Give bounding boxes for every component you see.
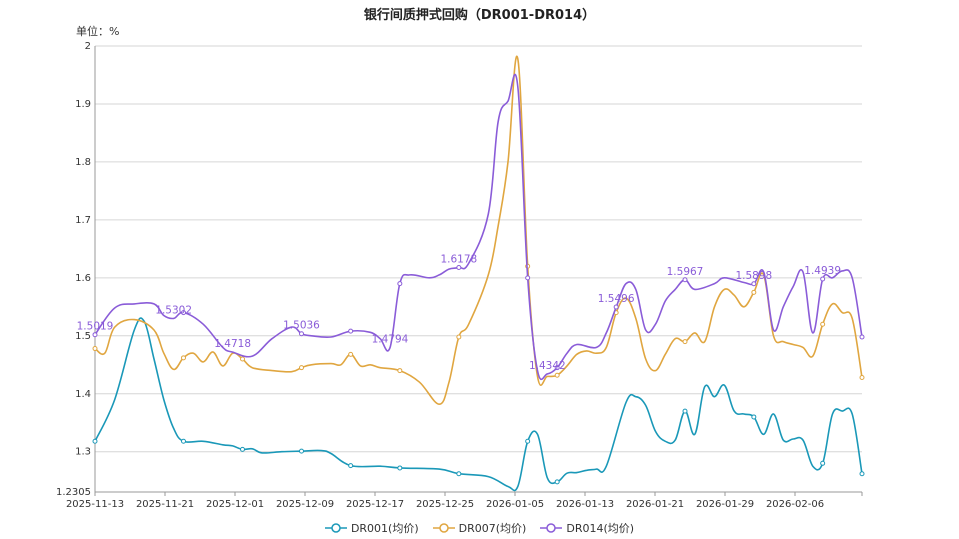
legend-label: DR014(均价) [566, 522, 635, 535]
data-point [92, 332, 98, 338]
legend: DR001(均价) DR007(均价) DR014(均价) [0, 520, 959, 536]
data-point [240, 446, 245, 452]
data-point [751, 289, 757, 295]
x-tick-label: 2026-01-13 [556, 499, 614, 510]
data-point [348, 328, 354, 334]
data-point [456, 471, 462, 477]
y-tick-label: 1.6 [75, 273, 91, 284]
legend-marker-icon [540, 523, 563, 533]
y-tick-label: 1.7 [75, 215, 91, 226]
data-point [456, 265, 462, 271]
data-label: 1.6178 [440, 254, 477, 266]
x-tick-label: 2025-12-09 [276, 499, 334, 510]
y-tick-label: 1.8 [75, 157, 91, 168]
x-tick-label: 2025-12-01 [206, 499, 264, 510]
data-label: 1.4794 [372, 334, 409, 346]
data-point [682, 408, 688, 414]
data-point [751, 281, 757, 287]
data-label: 1.5967 [667, 266, 704, 278]
y-tick-label: 1.9 [75, 99, 91, 110]
x-tick-label: 2026-01-29 [696, 499, 754, 510]
data-point [751, 414, 757, 420]
y-tick-label: 1.2305 [56, 487, 91, 498]
data-point [456, 334, 462, 340]
data-label: 1.5036 [283, 320, 320, 332]
legend-item-dr007[interactable]: DR007(均价) [432, 520, 527, 536]
data-point [682, 277, 688, 283]
data-point [397, 465, 403, 471]
x-tick-label: 2026-01-21 [626, 499, 684, 510]
data-label: 1.4342 [529, 360, 566, 372]
data-point [348, 351, 354, 357]
data-point [859, 375, 865, 381]
series-line-0 [94, 317, 863, 492]
legend-marker-icon [324, 523, 347, 533]
data-point [299, 448, 304, 454]
data-point [525, 275, 531, 281]
legend-label: DR001(均价) [350, 522, 419, 535]
data-point [348, 463, 354, 469]
data-point [181, 438, 186, 444]
x-tick-label: 2025-11-21 [136, 499, 194, 510]
data-point [525, 438, 531, 444]
data-point [92, 346, 98, 352]
x-tick-label: 2025-12-25 [416, 499, 474, 510]
y-tick-label: 2 [85, 41, 91, 52]
data-point [240, 356, 245, 362]
y-tick-label: 1.3 [75, 447, 91, 458]
data-point [397, 281, 403, 287]
data-point [859, 334, 865, 340]
legend-item-dr014[interactable]: DR014(均价) [540, 520, 634, 536]
data-label: 1.5302 [155, 304, 192, 316]
data-point [181, 310, 186, 316]
x-tick-label: 2026-02-06 [766, 499, 824, 510]
data-label: 1.4939 [804, 265, 841, 277]
y-tick-label: 1.4 [75, 389, 91, 400]
data-point [820, 276, 826, 282]
unit-label: 单位：% [76, 25, 120, 38]
x-tick-label: 2026-01-05 [486, 499, 544, 510]
data-point [613, 304, 619, 310]
legend-item-dr001[interactable]: DR001(均价) [324, 520, 419, 536]
y-tick-label: 1.5 [75, 331, 91, 342]
data-label: 1.4718 [214, 338, 251, 350]
data-label: 1.5019 [77, 321, 114, 333]
data-point [299, 365, 304, 371]
x-tick-label: 2025-11-13 [66, 499, 124, 510]
data-label: 1.5496 [598, 293, 635, 305]
data-label: 1.5898 [735, 270, 772, 282]
series-line-1 [94, 55, 863, 406]
data-point [554, 479, 560, 485]
data-point [554, 365, 560, 371]
data-point [682, 339, 688, 345]
data-point [820, 321, 826, 327]
legend-marker-icon [432, 523, 455, 533]
data-point [397, 368, 403, 374]
data-point [299, 331, 304, 337]
data-point [820, 460, 826, 466]
x-tick-label: 2025-12-17 [346, 499, 404, 510]
data-point [554, 372, 560, 378]
data-point [859, 471, 865, 477]
legend-label: DR007(均价) [458, 522, 527, 535]
chart-title: 银行间质押式回购（DR001-DR014） [363, 8, 596, 23]
data-point [181, 355, 186, 361]
data-point [92, 438, 98, 444]
series-line-2 [94, 74, 863, 381]
